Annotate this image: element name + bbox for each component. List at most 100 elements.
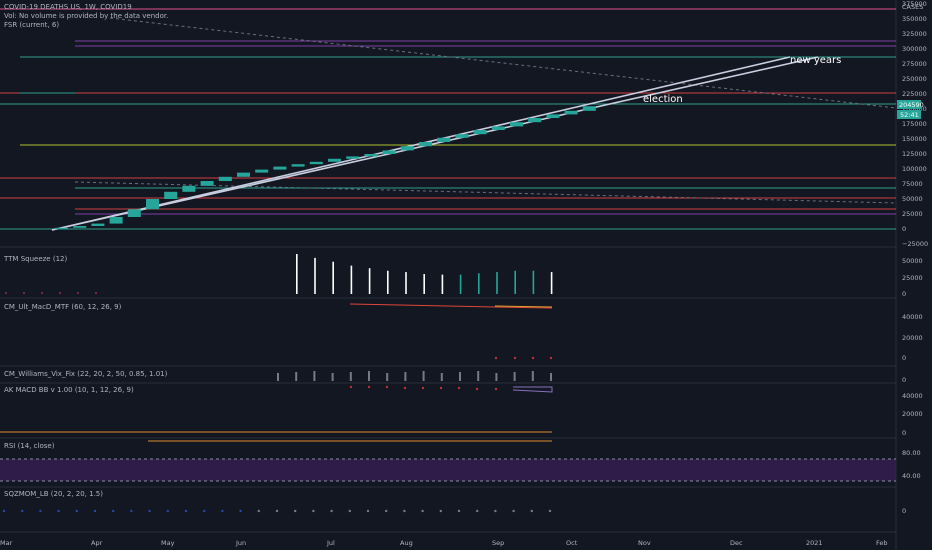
candle[interactable] — [218, 176, 232, 181]
ttm-bar — [478, 273, 480, 294]
candle[interactable] — [564, 110, 578, 115]
candle[interactable] — [164, 191, 178, 199]
sqzmom-dot — [476, 509, 479, 513]
candle[interactable] — [237, 172, 250, 177]
sqzmom-dot — [57, 509, 60, 513]
indicator-legend[interactable]: FSR (current, 6) — [4, 21, 59, 29]
price-axis[interactable]: 3750003500003250003000002750002500002250… — [902, 0, 928, 248]
rsi-tick-1: 80.00 — [902, 449, 921, 457]
candle[interactable] — [400, 146, 414, 151]
rising-trendlines[interactable] — [51, 56, 819, 231]
candle[interactable] — [309, 161, 323, 165]
sqzmom-tick-1: 0 — [902, 507, 906, 515]
price-tick-label: 325000 — [902, 30, 927, 38]
rsi-tick-2: 40.00 — [902, 472, 921, 480]
candle[interactable] — [182, 185, 196, 192]
time-tick-label: Feb — [876, 539, 888, 547]
vix-bar — [477, 371, 480, 381]
price-tick-label: 0 — [902, 225, 906, 233]
sqzmom-dot — [239, 509, 242, 513]
price-tick-label: 175000 — [902, 120, 927, 128]
candle[interactable] — [127, 209, 141, 217]
time-axis[interactable]: Mar Apr May Jun Jul Aug Sep Oct Nov Dec 2021 Feb — [0, 539, 888, 547]
pane-title-macd-mtf[interactable]: CM_Ult_MacD_MTF (60, 12, 26, 9) — [4, 303, 122, 311]
candle[interactable] — [364, 154, 378, 157]
candle[interactable] — [291, 164, 305, 167]
price-tick-label: 375000 — [902, 0, 927, 8]
price-tick-label: 25000 — [902, 210, 923, 218]
candle[interactable] — [382, 150, 396, 154]
symbol-legend[interactable]: COVID-19 DEATHS US, 1W, COVID19 — [4, 3, 132, 11]
sqzmom-dot — [403, 509, 406, 513]
ak-macd-tick-3: 0 — [902, 429, 906, 437]
sqzmom-dot — [548, 509, 552, 513]
candle[interactable] — [437, 137, 451, 142]
macd-mtf-tick-1: 40000 — [902, 313, 923, 321]
candle[interactable] — [473, 130, 487, 135]
vix-bar — [459, 372, 461, 381]
ttm-bar — [296, 254, 298, 294]
candle[interactable] — [255, 169, 269, 173]
time-tick-label: Oct — [566, 539, 578, 547]
ak-macd-bands — [512, 386, 553, 393]
candle[interactable] — [419, 142, 432, 147]
pane-title-rsi[interactable]: RSI (14, close) — [4, 442, 55, 450]
candle[interactable] — [328, 158, 341, 162]
candle[interactable] — [582, 106, 596, 111]
annotation-election[interactable]: election — [643, 94, 683, 105]
pane-title-sqzmom[interactable]: SQZMOM_LB (20, 2, 20, 1.5) — [4, 490, 103, 498]
vix-bar — [550, 373, 552, 381]
candle[interactable] — [73, 226, 87, 228]
price-tick-label: 275000 — [902, 60, 927, 68]
time-tick-label: Mar — [0, 539, 13, 547]
candle[interactable] — [491, 126, 505, 130]
vix-bar — [495, 373, 498, 381]
ttm-tick-1: 50000 — [902, 257, 923, 265]
candlestick-series[interactable] — [55, 106, 596, 230]
candle[interactable] — [546, 114, 560, 118]
sqzmom-dot — [330, 509, 333, 513]
vix-bar — [386, 373, 389, 381]
candle[interactable] — [109, 217, 123, 224]
candle[interactable] — [273, 166, 287, 170]
ttm-bar — [532, 270, 535, 294]
candle[interactable] — [91, 223, 105, 226]
last-value-text: 204590 — [899, 101, 924, 109]
vix-bar — [313, 371, 316, 381]
candle[interactable] — [510, 122, 523, 127]
candle[interactable] — [528, 118, 542, 123]
price-tick-label: 350000 — [902, 15, 927, 23]
vix-fix-histogram — [277, 371, 552, 381]
price-tick-label: 300000 — [902, 45, 927, 53]
candle[interactable] — [455, 134, 469, 138]
pane-title-ak-macd[interactable]: AK MACD BB v 1.00 (10, 1, 12, 26, 9) — [4, 386, 134, 394]
dashed-trendlines[interactable] — [74, 17, 897, 204]
sqzmom-dot — [312, 509, 315, 513]
ttm-bar — [405, 272, 407, 294]
ttm-bar — [514, 270, 516, 294]
candle[interactable] — [55, 227, 68, 230]
sqzmom-dot — [75, 509, 79, 513]
candle[interactable] — [346, 156, 360, 159]
sqzmom-dot — [130, 509, 133, 513]
pane-title-vix[interactable]: CM_Williams_Vix_Fix (22, 20, 2, 50, 0.85… — [4, 370, 168, 378]
horizontal-levels[interactable] — [0, 8, 896, 230]
sqzmom-dots — [2, 509, 552, 513]
macd-mtf-tick-3: 0 — [902, 354, 906, 362]
time-tick-label: May — [161, 539, 175, 547]
candle[interactable] — [146, 199, 159, 210]
pane-title-ttm[interactable]: TTM Squeeze (12) — [3, 255, 67, 263]
time-tick-label: Apr — [91, 539, 103, 547]
vix-bar — [404, 372, 407, 381]
annotation-new-years[interactable]: new years — [790, 55, 841, 66]
countdown-badge — [897, 110, 921, 119]
ttm-dots — [5, 292, 97, 294]
time-tick-label: 2021 — [806, 539, 823, 547]
vix-tick-1: 0 — [902, 376, 906, 384]
candle[interactable] — [200, 181, 214, 186]
ak-macd-dots — [349, 385, 498, 391]
sqzmom-dot — [366, 509, 370, 513]
sqzmom-dot — [221, 509, 224, 513]
sqzmom-dot — [457, 509, 461, 513]
